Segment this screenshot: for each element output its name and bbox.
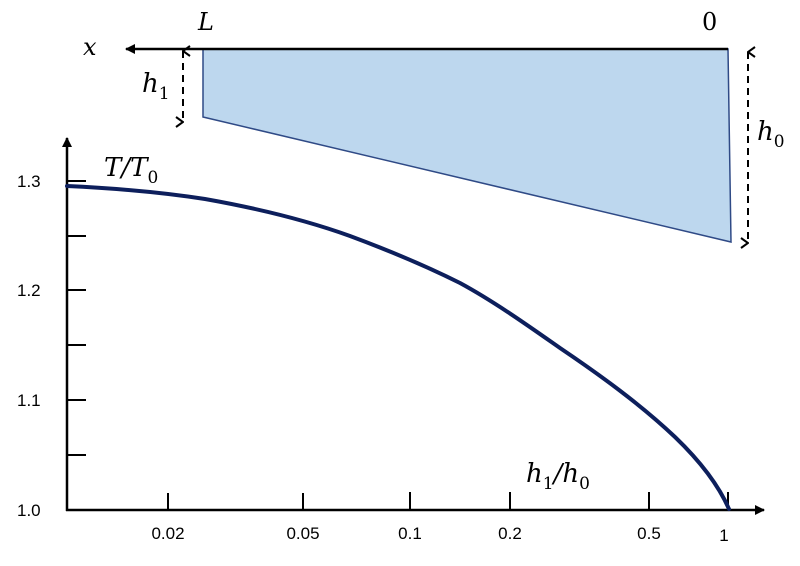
y-tick-labels: 1.3 1.2 1.1 1.0 [17,172,41,520]
data-curve-T-over-T0 [65,184,731,511]
svg-text:1.2: 1.2 [17,281,41,300]
svg-text:1.0: 1.0 [17,501,41,520]
svg-text:0.05: 0.05 [286,524,319,543]
y-axis-label: T/T0 [104,153,158,188]
svg-text:1: 1 [719,526,728,545]
y-ticks [67,180,86,456]
x-tick-labels: 0.02 0.05 0.1 0.2 0.5 1 [151,524,728,545]
schematic: x L 0 h1 h0 [83,8,785,243]
svg-text:0.5: 0.5 [637,524,661,543]
h1-label: h1 [142,69,170,104]
schematic-L-label: L [197,8,214,36]
svg-text:0.02: 0.02 [151,524,184,543]
x-ticks [167,492,729,510]
x-axis-label: h1/h0 [526,459,590,494]
tapered-plate [202,48,732,243]
svg-text:0.2: 0.2 [498,524,522,543]
svg-text:1.1: 1.1 [17,391,41,410]
schematic-x-label: x [83,33,97,61]
schematic-zero-label: 0 [702,8,717,36]
svg-text:1.3: 1.3 [17,172,41,191]
h0-label: h0 [757,117,785,152]
svg-text:0.1: 0.1 [398,524,422,543]
chart: 1.3 1.2 1.1 1.0 0.02 0.05 0.1 0.2 0.5 1 … [17,137,765,545]
